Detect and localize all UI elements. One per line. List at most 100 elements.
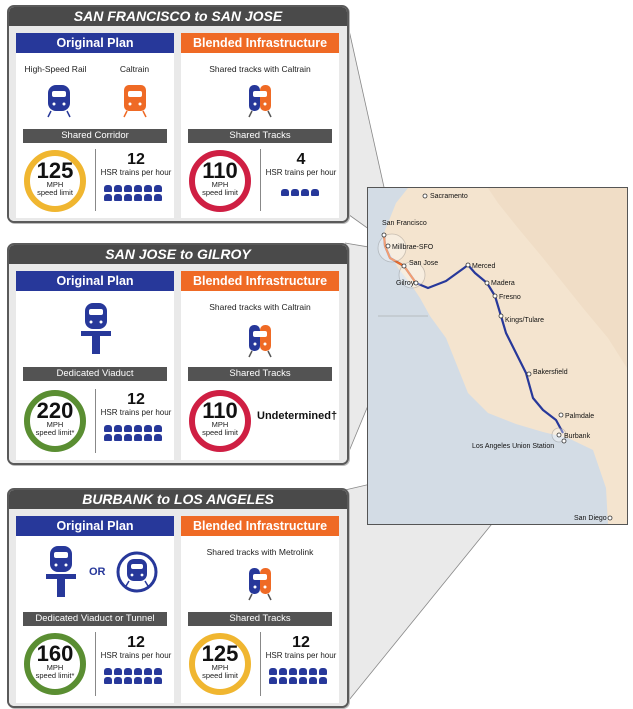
mini-train-icon [124,185,132,192]
mini-train-icon [114,194,122,201]
blended-column: Blended Infrastructure Shared tracks wit… [181,271,339,460]
blended-sub: Shared tracks with Caltrain [209,64,311,74]
mini-train-grid [268,666,338,684]
shared-tracks-bar: Shared Tracks [188,129,332,143]
trains-per-hour: 4 HSR trains per hour [265,152,337,178]
panel-sj-to-gilroy: SAN JOSE to GILROY Original Plan Dedicat… [7,243,349,465]
dedicated-viaduct-bar: Dedicated Viaduct [23,367,167,381]
map-label-gilroy: Gilroy [396,280,415,287]
speed-value: 220 [36,398,74,423]
mini-train-icon [311,189,319,196]
speed-unit: MPH [211,420,229,429]
mini-train-icon [291,189,299,196]
original-plan-header: Original Plan [16,33,174,53]
blended-train-icon [247,83,273,124]
hsr-label: High-Speed Rail [24,64,87,74]
speed-value: 160 [36,641,74,666]
trains-value: 12 [127,151,145,168]
original-plan-header: Original Plan [16,516,174,536]
speed-unit: MPH [211,663,229,672]
mini-train-grid [103,666,173,684]
mini-train-icon [114,425,122,432]
divider [95,149,96,211]
mini-train-icon [154,668,162,675]
mini-train-icon [134,434,142,441]
mini-train-icon [289,677,297,684]
trains-value: 4 [296,151,306,168]
original-plan-header: Original Plan [16,271,174,291]
mini-train-icon [144,185,152,192]
mini-train-icon [319,677,327,684]
trains-label: HSR trains per hour [265,651,337,660]
speed-unit: MPH [46,420,64,429]
map-label-fresno: Fresno [499,294,521,301]
trains-per-hour: 12 HSR trains per hour [100,392,172,418]
mini-train-icon [104,668,112,675]
mini-train-icon [299,677,307,684]
tunnel-train-icon [115,550,159,599]
blended-column: Blended Infrastructure Shared tracks wit… [181,516,339,703]
divider [260,632,261,696]
mini-train-icon [309,668,317,675]
high-speed-train-icon [46,83,72,124]
panel-sf-to-sj: SAN FRANCISCO to SAN JOSE Original Plan … [7,5,349,223]
speed-limit-badge: 160 MPH speed limit* [24,633,86,695]
trains-label: HSR trains per hour [100,651,172,660]
mini-train-icon [114,668,122,675]
blended-header: Blended Infrastructure [181,33,339,53]
or-label: OR [89,566,106,578]
mini-train-icon [154,194,162,201]
mini-train-icon [309,677,317,684]
speed-limit-label: speed limit [202,188,238,197]
blended-sub: Shared tracks with Caltrain [209,302,311,312]
divider [95,632,96,696]
mini-train-icon [114,434,122,441]
mini-train-icon [154,185,162,192]
map-label-millbrae: Millbrae-SFO [392,244,434,251]
speed-value: 125 [201,641,239,666]
speed-value: 110 [202,158,238,183]
map-label-los-angeles: Los Angeles Union Station [472,443,554,450]
mini-train-icon [144,677,152,684]
mini-train-icon [134,677,142,684]
speed-limit-badge: 125 MPH speed limit [189,633,251,695]
map-label-madera: Madera [491,280,515,287]
mini-train-icon [124,194,132,201]
divider [95,389,96,453]
mini-train-icon [319,668,327,675]
mini-train-icon [269,668,277,675]
map-label-kings-tulare: Kings/Tulare [505,317,544,324]
speed-limit-label: speed limit* [35,428,75,437]
map-label-san-francisco: San Francisco [382,220,427,227]
original-plan-column: Original Plan High-Speed Rail Caltrain S… [16,33,174,218]
mini-train-icon [279,677,287,684]
blended-header: Blended Infrastructure [181,516,339,536]
map-label-merced: Merced [472,263,495,270]
mini-train-icon [269,677,277,684]
blended-header: Blended Infrastructure [181,271,339,291]
blended-train-icon [247,323,273,364]
map-label-bakersfield: Bakersfield [533,369,568,376]
trains-value: 12 [127,634,145,651]
california-route-map: Sacramento San Francisco Millbrae-SFO Sa… [367,187,628,525]
mini-train-icon [124,677,132,684]
caltrain-label: Caltrain [119,64,150,74]
mini-train-icon [154,434,162,441]
shared-tracks-bar: Shared Tracks [188,367,332,381]
mini-train-icon [104,434,112,441]
trains-per-hour: 12 HSR trains per hour [100,635,172,661]
speed-limit-label: speed limit [202,671,238,680]
mini-train-icon [144,194,152,201]
speed-unit: MPH [46,663,64,672]
viaduct-train-icon [81,301,111,362]
dedicated-viaduct-tunnel-bar: Dedicated Viaduct or Tunnel [23,612,167,626]
mini-train-icon [104,425,112,432]
map-label-sacramento: Sacramento [430,193,468,200]
undetermined-status: Undetermined† [257,410,338,422]
trains-value: 12 [292,634,310,651]
mini-train-icon [134,194,142,201]
speed-unit: MPH [46,180,64,189]
map-label-burbank: Burbank [564,433,591,440]
blended-column: Blended Infrastructure Shared tracks wit… [181,33,339,218]
trains-label: HSR trains per hour [265,168,337,177]
